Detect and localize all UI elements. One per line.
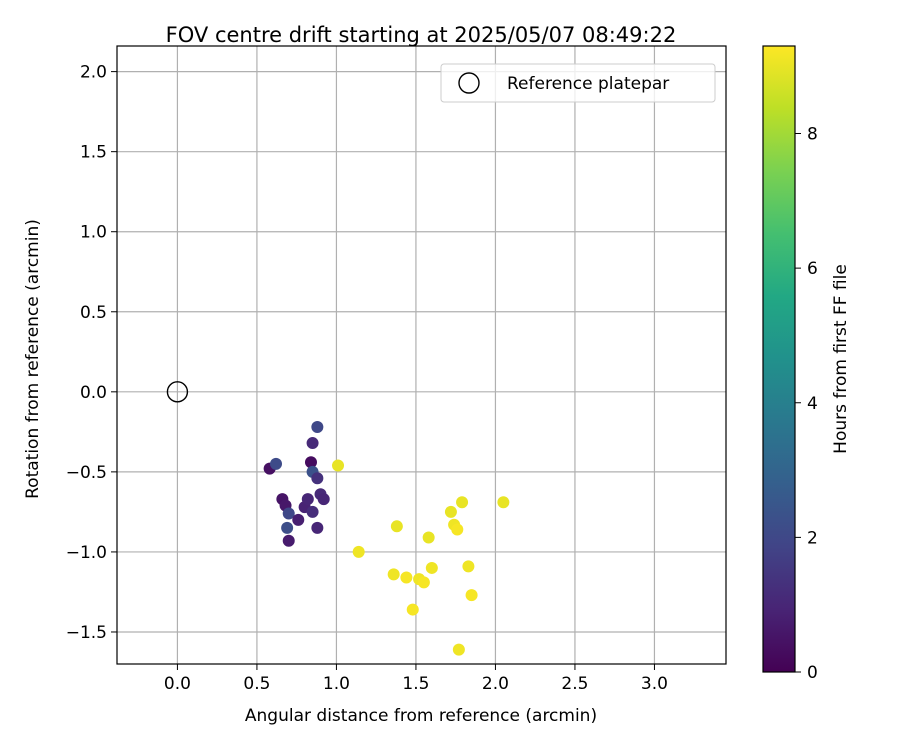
data-point	[465, 589, 478, 602]
chart-title: FOV centre drift starting at 2025/05/07 …	[166, 23, 677, 47]
reference-platepar-marker	[166, 381, 189, 403]
data-point	[422, 531, 435, 544]
x-tick-label: 2.5	[561, 674, 588, 694]
data-point	[270, 457, 283, 470]
x-tick-label: 1.0	[323, 674, 350, 694]
data-point	[444, 505, 457, 518]
data-point	[282, 507, 295, 520]
data-point	[292, 513, 305, 526]
y-tick-label: 1.0	[80, 223, 107, 243]
y-tick-label: −0.5	[66, 463, 107, 483]
legend-box	[440, 63, 716, 103]
x-axis-label: Angular distance from reference (arcmin)	[245, 706, 597, 726]
legend: Reference platepar	[440, 63, 716, 103]
colorbar-label: Hours from first FF file	[831, 264, 851, 454]
plot-frame	[116, 45, 727, 665]
y-tick-label: −1.5	[66, 623, 107, 643]
data-point	[311, 421, 324, 434]
x-tick-label: 0.0	[164, 674, 191, 694]
colorbar-tick-label: 4	[807, 394, 818, 414]
x-tick-label: 2.0	[482, 674, 509, 694]
data-point	[311, 472, 324, 485]
data-point	[390, 520, 403, 533]
data-point	[301, 493, 314, 506]
data-point	[462, 560, 475, 573]
data-point	[452, 643, 465, 656]
y-axis-label: Rotation from reference (arcmin)	[23, 219, 43, 499]
data-point	[417, 576, 430, 589]
x-tick-label: 1.5	[402, 674, 429, 694]
data-point	[451, 523, 464, 536]
data-point	[406, 603, 419, 616]
y-tick-label: 1.5	[80, 143, 107, 163]
colorbar-ticks: 0 2 4 6 8	[795, 125, 818, 683]
colorbar-tick-label: 8	[807, 125, 818, 145]
data-point	[317, 493, 330, 506]
grid-lines	[117, 46, 726, 664]
data-point	[281, 521, 294, 534]
plot-area	[117, 46, 726, 664]
reference-marker-layer	[166, 381, 189, 403]
y-tick-label: −1.0	[66, 543, 107, 563]
data-point	[304, 456, 317, 469]
data-points	[263, 421, 510, 656]
colorbar: 0 2 4 6 8 Hours from first FF file	[762, 45, 851, 683]
colorbar-tick-label: 6	[807, 259, 818, 279]
data-point	[456, 496, 469, 509]
colorbar-tick-label: 2	[807, 528, 818, 548]
legend-entry-reference: Reference platepar	[507, 74, 669, 94]
data-point	[306, 505, 319, 518]
colorbar-tick-label: 0	[807, 663, 818, 683]
y-axis-ticks: −1.5 −1.0 −0.5 0.0 0.5 1.0 1.5 2.0	[66, 63, 117, 643]
data-point	[497, 496, 510, 509]
data-point	[387, 568, 400, 581]
data-point	[306, 437, 319, 450]
data-point	[352, 545, 365, 558]
x-axis-ticks: 0.0 0.5 1.0 1.5 2.0 2.5 3.0	[164, 664, 668, 694]
data-point	[282, 534, 295, 547]
data-point	[425, 561, 438, 574]
data-point	[311, 521, 324, 534]
y-tick-label: 0.5	[80, 303, 107, 323]
data-point	[332, 459, 345, 472]
x-tick-label: 0.5	[243, 674, 270, 694]
data-point	[400, 571, 413, 584]
y-tick-label: 2.0	[80, 63, 107, 83]
legend-marker-circle-icon	[458, 72, 480, 94]
y-tick-label: 0.0	[80, 383, 107, 403]
colorbar-gradient	[762, 45, 796, 673]
x-tick-label: 3.0	[641, 674, 668, 694]
